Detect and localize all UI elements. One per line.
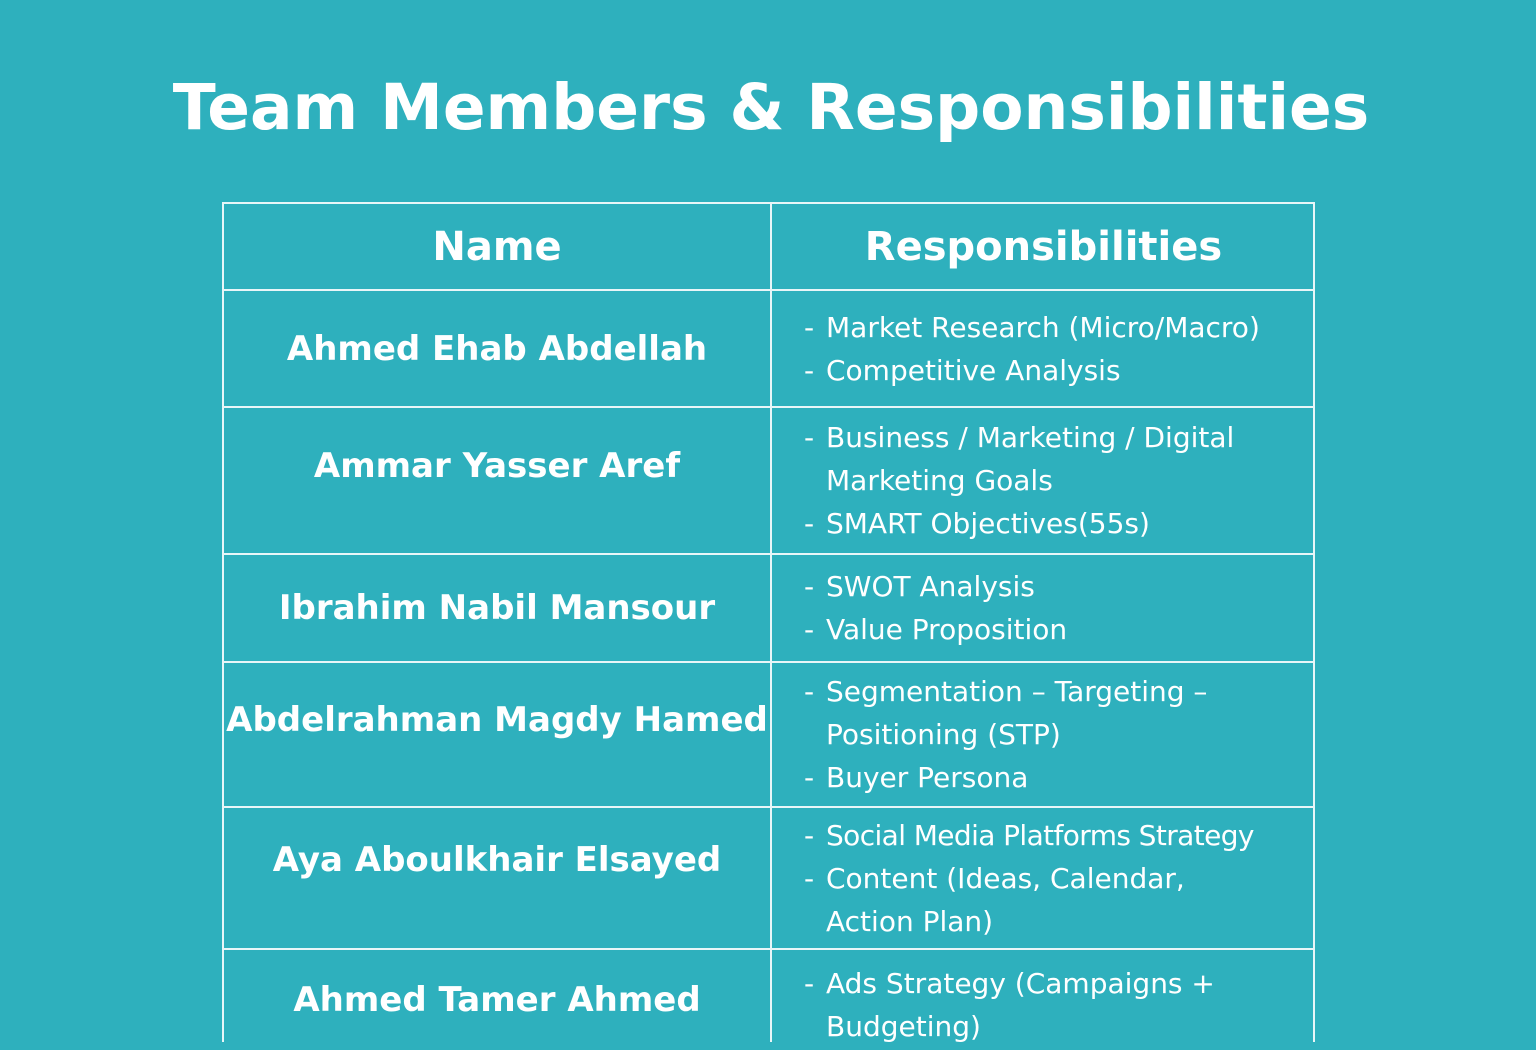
responsibility-item: - Social Media Platforms Strategy <box>804 814 1314 857</box>
responsibility-item: - Value Proposition <box>804 608 1314 651</box>
bullet: - <box>804 675 815 708</box>
responsibility-text: Competitive Analysis <box>826 353 1121 387</box>
responsibility-text: SWOT Analysis <box>826 570 1035 603</box>
responsibilities-cell: - Ads Strategy (Campaigns + Budgeting) <box>804 962 1314 1048</box>
responsibilities-cell: - Segmentation – Targeting – Positioning… <box>804 663 1314 806</box>
responsibilities-cell: - Market Research (Micro/Macro) - Compet… <box>804 291 1314 406</box>
member-name: Ahmed Ehab Abdellah <box>286 328 708 369</box>
member-name: Aya Aboulkhair Elsayed <box>272 839 722 880</box>
responsibility-text: Business / Marketing / Digital Marketing… <box>826 421 1235 497</box>
row-divider <box>224 289 1313 291</box>
bullet: - <box>804 761 815 794</box>
bullet: - <box>804 310 815 344</box>
header-responsibilities: Responsibilities <box>864 224 1223 270</box>
responsibility-item: - Ads Strategy (Campaigns + Budgeting) <box>804 962 1314 1048</box>
responsibility-item: - Competitive Analysis <box>804 349 1314 392</box>
responsibility-text: Ads Strategy (Campaigns + Budgeting) <box>826 967 1215 1043</box>
responsibilities-cell: - SWOT Analysis - Value Proposition <box>804 555 1314 661</box>
responsibility-text: Content (Ideas, Calendar, Action Plan) <box>826 861 1185 938</box>
header-name: Name <box>432 224 562 270</box>
responsibility-item: - Business / Marketing / Digital Marketi… <box>804 416 1314 502</box>
responsibility-text: Market Research (Micro/Macro) <box>826 310 1260 344</box>
member-name: Ahmed Tamer Ahmed <box>293 980 701 1020</box>
team-table: Name Responsibilities Ahmed Ehab Abdella… <box>222 202 1315 1043</box>
bullet: - <box>804 507 815 540</box>
row-divider <box>224 553 1313 555</box>
responsibility-item: - SWOT Analysis <box>804 565 1314 608</box>
responsibility-text: Buyer Persona <box>826 761 1029 794</box>
row-divider <box>224 806 1313 808</box>
bullet: - <box>804 570 815 603</box>
row-divider <box>224 661 1313 663</box>
responsibility-text: SMART Objectives(55s) <box>826 507 1150 540</box>
row-divider <box>224 406 1313 408</box>
row-divider <box>224 948 1313 950</box>
bullet: - <box>804 353 815 387</box>
member-name: Ammar Yasser Aref <box>313 445 681 486</box>
responsibilities-cell: - Business / Marketing / Digital Marketi… <box>804 408 1314 553</box>
responsibility-item: - Market Research (Micro/Macro) <box>804 306 1314 349</box>
member-name: Ibrahim Nabil Mansour <box>278 588 716 628</box>
responsibility-text: Value Proposition <box>826 613 1068 646</box>
member-name: Abdelrahman Magdy Hamed <box>226 699 768 740</box>
bullet: - <box>804 861 815 895</box>
responsibility-text: Social Media Platforms Strategy <box>826 818 1254 852</box>
bullet: - <box>804 613 815 646</box>
responsibilities-cell: - Social Media Platforms Strategy - Cont… <box>804 808 1314 948</box>
page-title: Team Members & Responsibilities <box>172 71 1370 144</box>
bullet: - <box>804 818 815 852</box>
column-divider <box>770 204 772 1042</box>
responsibility-text: Segmentation – Targeting – Positioning (… <box>826 675 1208 751</box>
responsibility-item: - Buyer Persona <box>804 756 1314 799</box>
bullet: - <box>804 967 815 1000</box>
responsibility-item: - SMART Objectives(55s) <box>804 502 1314 545</box>
bullet: - <box>804 421 815 454</box>
responsibility-item: - Content (Ideas, Calendar, Action Plan) <box>804 857 1314 943</box>
responsibility-item: - Segmentation – Targeting – Positioning… <box>804 670 1314 756</box>
